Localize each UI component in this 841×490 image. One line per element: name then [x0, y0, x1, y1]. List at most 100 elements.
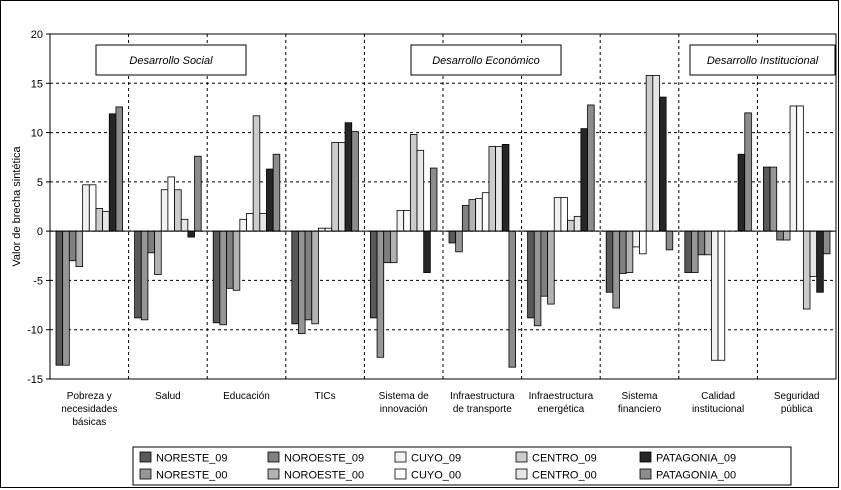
category-label: TICs [315, 391, 336, 402]
bar [508, 230, 517, 368]
bar [396, 210, 405, 232]
category-label: Infraestructura energética [529, 391, 594, 415]
bar [429, 167, 438, 232]
bar [369, 230, 378, 319]
bar [160, 189, 169, 232]
section-label: Desarrollo Económico [432, 55, 540, 67]
category-label: Seguridad pública [774, 391, 820, 415]
bar [266, 168, 274, 232]
legend-label: NOROESTE_09 [284, 453, 364, 465]
bar [62, 230, 70, 366]
legend-label: PATAGONIA_00 [656, 470, 736, 482]
bar [298, 230, 306, 335]
y-tick-label: 20 [31, 29, 43, 41]
bar [448, 230, 457, 244]
legend-label: CUYO_09 [411, 453, 461, 465]
legend: NORESTE_09 NOROESTE_09 CUYO_09 CENTRO_09 PAT… [132, 446, 792, 486]
plot-area [49, 33, 837, 380]
section-box [95, 44, 247, 76]
bar [409, 134, 418, 232]
category-label: Educación [223, 391, 270, 402]
bar [587, 104, 595, 232]
bar [704, 230, 712, 256]
bar [553, 197, 562, 232]
bar [475, 198, 483, 232]
bar [102, 211, 110, 232]
bar [55, 230, 64, 366]
legend-label: CENTRO_00 [532, 470, 597, 482]
y-tick-label: 10 [31, 128, 43, 140]
axes [46, 33, 837, 380]
bar [782, 230, 791, 241]
bar [331, 142, 339, 232]
bar [501, 143, 510, 232]
bar [174, 189, 182, 232]
bar [560, 197, 568, 232]
bar [95, 208, 104, 232]
bar [580, 128, 588, 232]
bar [645, 75, 654, 232]
bar [75, 230, 84, 268]
bar [619, 230, 627, 274]
bar [304, 230, 313, 321]
bar [789, 105, 798, 232]
legend-swatch [139, 468, 152, 480]
bar [108, 113, 117, 232]
section-box [410, 44, 562, 76]
legend-label: CENTRO_09 [532, 453, 597, 465]
bar [338, 142, 346, 232]
bar [567, 219, 575, 232]
bar [134, 230, 142, 319]
section-box [689, 44, 836, 76]
bar [769, 166, 778, 232]
bar [684, 230, 692, 273]
bar [311, 230, 319, 325]
bar [547, 230, 555, 305]
bar [665, 230, 674, 251]
y-tick-label: 15 [31, 78, 43, 90]
bar [468, 199, 477, 232]
legend-label: CUYO_00 [411, 470, 461, 482]
bar [737, 153, 746, 232]
bar [226, 230, 234, 289]
y-tick-label: 5 [37, 177, 43, 189]
bar [816, 230, 824, 293]
bar [68, 230, 77, 262]
bar [187, 230, 195, 238]
bar [481, 192, 490, 232]
legend-swatch [639, 468, 652, 480]
category-label: Salud [155, 391, 181, 402]
y-tick-label: 0 [37, 226, 43, 238]
bar [809, 230, 818, 277]
bar [776, 230, 784, 241]
legend-swatch [394, 451, 407, 463]
bar [259, 212, 267, 232]
category-label: Pobreza y necesidades básicas [61, 391, 117, 428]
bar [605, 230, 614, 293]
legend-label: NORESTE_00 [156, 470, 228, 482]
bar [272, 153, 281, 232]
bar [232, 230, 241, 291]
bar [639, 230, 647, 255]
bar [632, 230, 640, 248]
bar [88, 184, 97, 232]
y-tick-label: -15 [27, 374, 43, 386]
bar [252, 115, 261, 232]
bar [167, 176, 175, 232]
bar [423, 230, 431, 273]
bar [717, 230, 726, 361]
bar [659, 96, 667, 232]
bar [147, 230, 155, 254]
bar [403, 210, 411, 232]
bar [239, 218, 247, 232]
bar [691, 230, 699, 273]
bar [219, 230, 227, 326]
legend-label: PATAGONIA_09 [656, 453, 736, 465]
bar [376, 230, 385, 358]
legend-swatch [639, 451, 652, 463]
bar [383, 230, 391, 264]
bar [573, 215, 582, 232]
bar [344, 122, 353, 232]
bar [461, 205, 470, 232]
bar [625, 230, 634, 273]
